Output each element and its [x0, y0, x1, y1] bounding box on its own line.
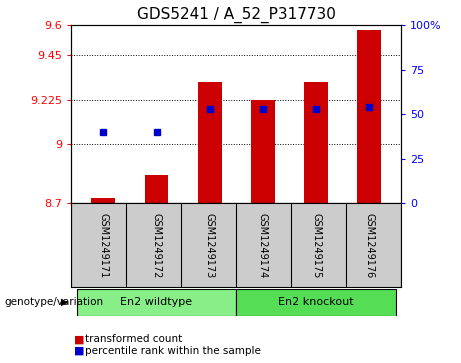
- Text: ■: ■: [74, 346, 84, 356]
- Bar: [236, 289, 396, 316]
- Text: GSM1249173: GSM1249173: [205, 213, 215, 278]
- Text: GSM1249172: GSM1249172: [152, 213, 161, 279]
- Text: percentile rank within the sample: percentile rank within the sample: [85, 346, 261, 356]
- Text: genotype/variation: genotype/variation: [5, 297, 104, 307]
- Bar: [77, 289, 236, 316]
- Text: transformed count: transformed count: [85, 334, 183, 344]
- Text: GSM1249174: GSM1249174: [258, 213, 268, 278]
- Title: GDS5241 / A_52_P317730: GDS5241 / A_52_P317730: [137, 7, 336, 23]
- Bar: [304, 82, 328, 203]
- Text: En2 wildtype: En2 wildtype: [120, 297, 193, 307]
- Bar: [357, 30, 381, 203]
- Bar: [198, 82, 222, 203]
- Bar: [251, 99, 275, 203]
- Text: GSM1249175: GSM1249175: [311, 213, 321, 279]
- Text: GSM1249176: GSM1249176: [364, 213, 374, 278]
- Bar: [145, 175, 168, 203]
- Text: ■: ■: [74, 334, 84, 344]
- Text: ▶: ▶: [61, 297, 68, 307]
- Text: En2 knockout: En2 knockout: [278, 297, 354, 307]
- Text: GSM1249171: GSM1249171: [98, 213, 108, 278]
- Bar: [91, 198, 115, 203]
